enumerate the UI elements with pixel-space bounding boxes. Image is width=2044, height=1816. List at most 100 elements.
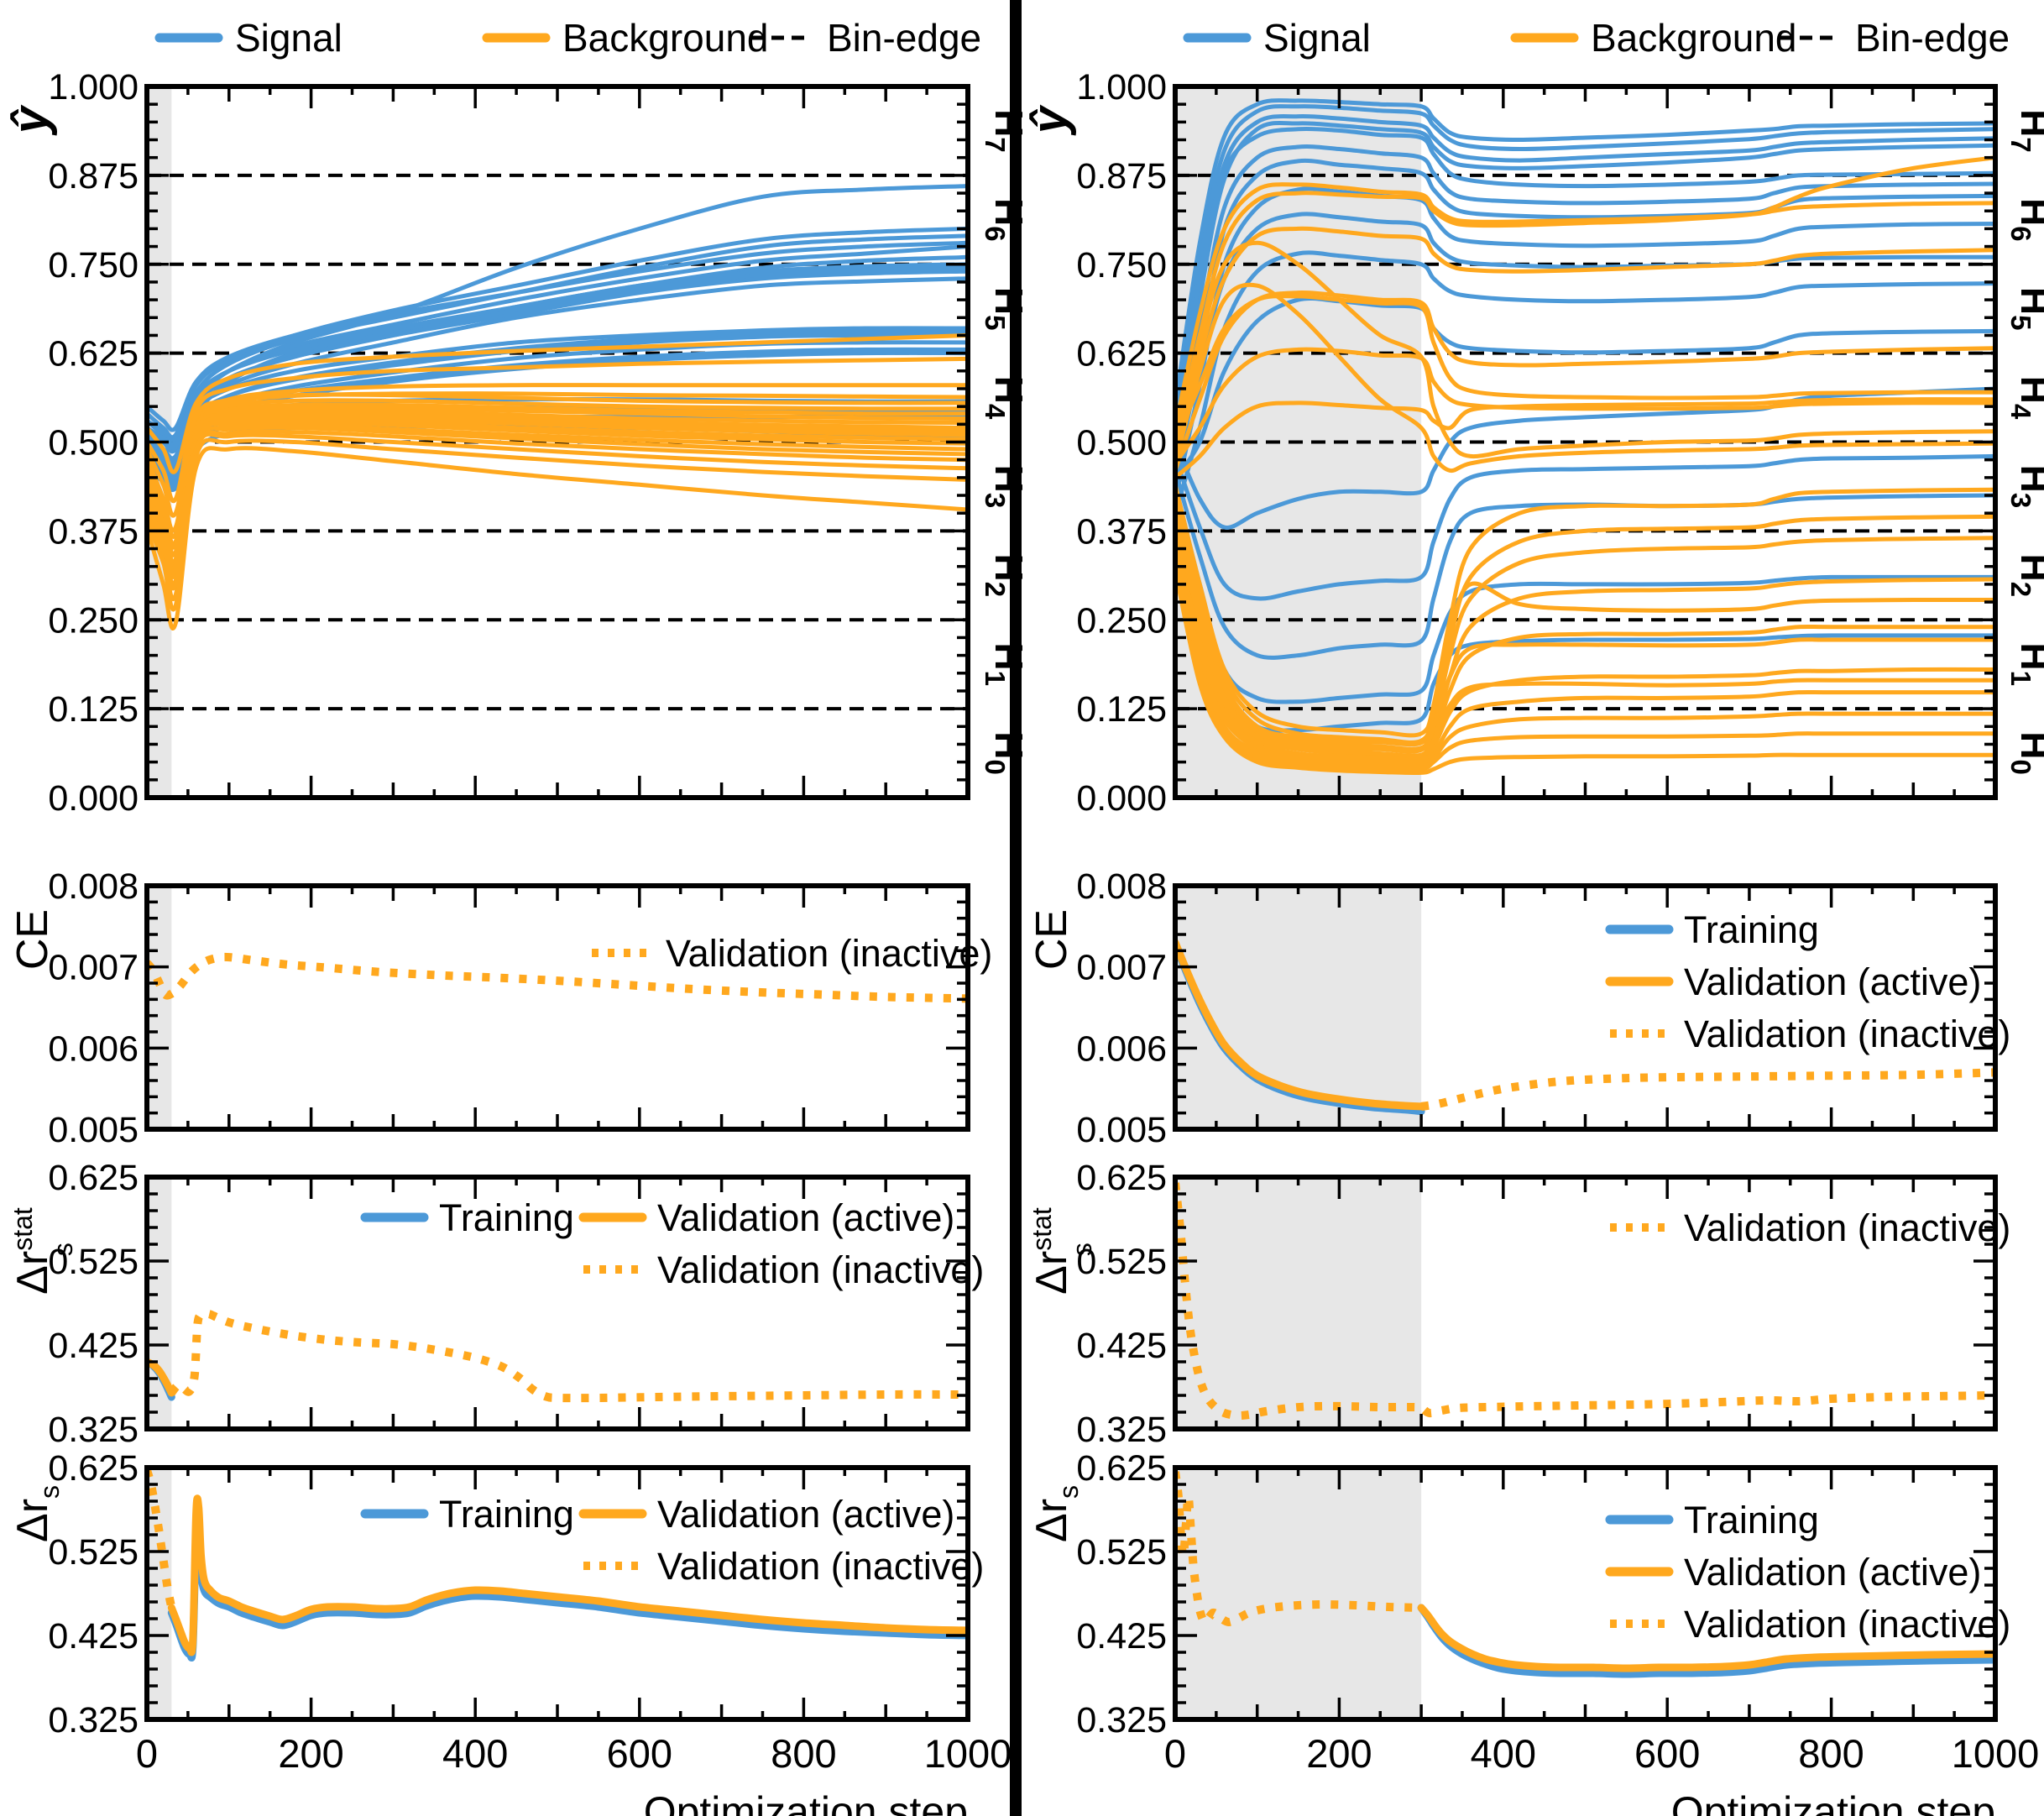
background-curve [1175,397,1995,480]
signal-curve [147,240,968,432]
bin-label: H4 [980,376,1031,420]
legend: Training Validation (active) Validation (i… [360,1493,984,1588]
x-tick-label: 1000 [1952,1731,2040,1776]
y-axis-title: CE [8,909,57,970]
bin-label: H7 [980,109,1031,153]
background-curve [1175,539,1995,766]
y-tick-label: 0.005 [48,1110,139,1150]
inactive-phase-band [147,886,172,1129]
background-curve [1175,547,1995,767]
signal-curve [1175,453,1995,601]
background-curve [147,446,968,631]
legend: Validation (inactive) [1610,1206,2010,1249]
legend-label: Validation (inactive) [1684,1206,2010,1249]
y-tick-label: 1.000 [1076,67,1167,107]
legend-label: Validation (inactive) [666,932,992,975]
y-tick-label: 0.250 [1076,600,1167,641]
signal-curve [1175,113,1995,444]
validation-active-curve [1175,939,1425,1111]
series-group [1175,939,1995,1116]
x-tick-label: 0 [1164,1731,1186,1776]
background-curve [147,437,968,612]
bin-label: H5 [2005,287,2044,331]
legend-label: Background [562,16,769,60]
validation-inactive-curve [168,1309,968,1403]
series-group [147,1468,968,1662]
y-tick-label: 0.007 [48,948,139,988]
background-curve [1175,282,1995,474]
panel-frame [144,883,970,1132]
series-group [147,184,968,631]
signal-curve [1175,212,1995,466]
y-tick-label: 0.008 [1076,866,1167,907]
y-tick-label: 0.125 [48,689,139,730]
legend-label: Validation (active) [1684,960,1981,1003]
background-curve [1175,182,1995,431]
legend: Training Validation (active) Validation (i… [1605,908,2010,1055]
panel-right-yhat: 0.000 0.125 0.250 0.375 0.500 0.625 0.750 0.875… [1022,16,2044,819]
series-group [1175,1182,1995,1421]
legend-label: Training [1684,1499,1819,1541]
y-tick-label: 0.425 [48,1326,139,1366]
legend-label: Validation (inactive) [1684,1013,2010,1055]
y-tick-label: 0.625 [1076,1448,1167,1489]
y-tick-label: 0.425 [48,1616,139,1656]
signal-curve [1175,158,1995,487]
y-tick-label: 0.525 [1076,1532,1167,1573]
signal-curve [1175,98,1995,409]
background-curve [1175,240,1995,459]
inactive-phase-band [147,1468,172,1719]
background-curve [147,332,968,474]
legend-label: Validation (active) [657,1196,954,1239]
signal-curve [147,269,968,450]
y-tick-label: 0.006 [48,1028,139,1069]
x-tick-label: 0 [136,1731,158,1776]
validation-active-curve [167,1494,968,1656]
legend-label: Training [439,1493,574,1536]
x-tick-label: 600 [1634,1731,1700,1776]
background-curve [1175,553,1995,770]
panel-frame [144,1465,970,1722]
background-curve [1175,482,1995,738]
validation-active-curve [147,1358,175,1397]
background-curve [147,392,968,518]
legend-label: Validation (inactive) [657,1248,984,1291]
validation-inactive-curve [1175,1471,1422,1627]
bin-label: H1 [2005,642,2044,686]
bin-label: H0 [2005,731,2044,775]
validation-inactive-curve [147,952,968,1003]
validation-inactive-curve [1175,1182,1995,1421]
y-axis-title: Δrs [8,1485,65,1542]
panel-frame [144,1175,970,1431]
y-tick-label: 0.425 [1076,1616,1167,1656]
bin-label: H3 [2005,465,2044,509]
axis-ticks [145,884,970,1131]
bin-label: H6 [2005,198,2044,242]
series-group [147,952,968,1003]
series-group [147,1309,968,1403]
background-curve [1175,525,1995,759]
y-axis-title: ŷ [1022,104,1077,136]
panel-left-stat: 0.325 0.425 0.525 0.625 Δrstat s Training Valid… [8,1158,984,1450]
x-tick-label: 200 [278,1731,343,1776]
bin-label: H7 [2005,109,2044,153]
legend-label: Bin-edge [827,16,981,60]
y-tick-label: 0.006 [1076,1028,1167,1069]
y-tick-label: 0.425 [1076,1326,1167,1366]
y-tick-label: 0.625 [48,334,139,374]
y-tick-label: 0.005 [1076,1110,1167,1150]
background-curve [147,432,968,590]
bin-label: H0 [980,731,1031,775]
legend-label: Bin-edge [1855,16,2010,60]
background-curve [1175,532,1995,762]
panel-frame [1173,883,1998,1132]
signal-curve [1175,104,1995,431]
y-axis-title: ŷ [3,104,58,136]
panel-right-rs: 0.325 0.425 0.525 0.625 0 200 400 600 800 1000 Opt… [1027,1448,2039,1816]
signal-curve [1175,186,1995,501]
legend-label: Validation (inactive) [657,1545,984,1588]
y-tick-label: 0.625 [1076,334,1167,374]
y-tick-label: 0.625 [48,1158,139,1198]
y-axis-title: CE [1027,909,1076,970]
